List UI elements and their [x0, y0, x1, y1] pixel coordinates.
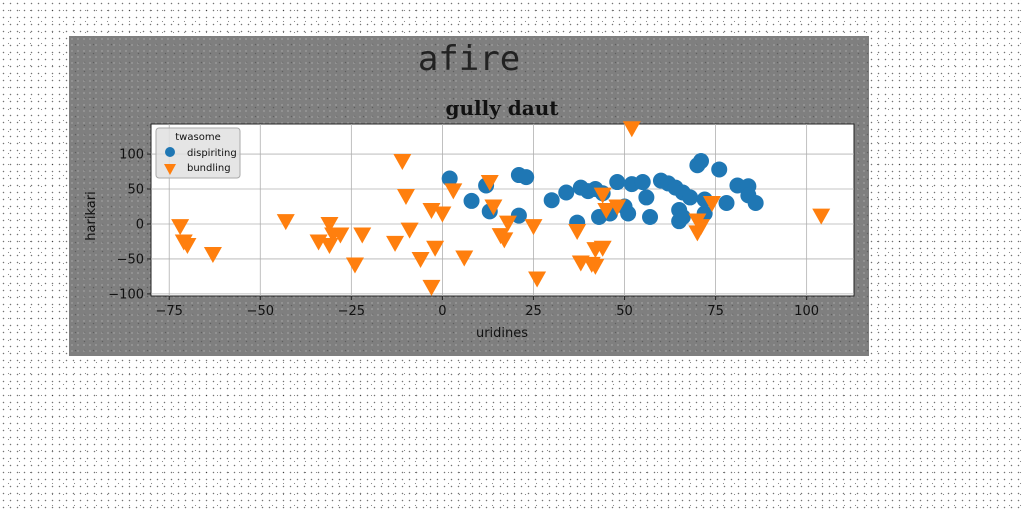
point-bundling	[171, 219, 190, 236]
point-dispiriting	[558, 184, 575, 201]
point-bundling	[586, 258, 605, 275]
point-dispiriting	[634, 174, 651, 191]
legend-label-bundling: bundling	[187, 163, 231, 174]
point-bundling	[396, 189, 415, 206]
y-axis-label: harikari	[84, 191, 99, 240]
point-bundling	[484, 199, 503, 216]
x-tick-label: −50	[247, 304, 274, 319]
point-bundling	[593, 240, 612, 257]
point-dispiriting	[671, 213, 688, 230]
point-bundling	[444, 183, 463, 200]
point-dispiriting	[463, 192, 480, 209]
point-dispiriting	[543, 192, 560, 209]
point-bundling	[320, 216, 339, 233]
point-bundling	[400, 222, 419, 239]
point-dispiriting	[609, 174, 626, 191]
point-bundling	[411, 251, 430, 268]
point-bundling	[597, 203, 616, 219]
point-bundling	[480, 175, 499, 192]
x-tick-label: −25	[338, 304, 365, 319]
legend-title: twasome	[175, 132, 220, 143]
point-bundling	[608, 199, 627, 216]
legend-box	[155, 127, 241, 179]
point-dispiriting	[620, 205, 637, 222]
point-bundling	[386, 235, 405, 252]
point-dispiriting	[642, 208, 659, 225]
x-tick-label: 75	[707, 304, 724, 319]
legend: twasome dispiriting bundling	[155, 127, 241, 179]
x-tick-label: −75	[155, 304, 182, 319]
scatter-chart: afire gully daut −75 −50 −25 0 25 50 75 100 −100…	[84, 39, 855, 341]
point-bundling	[495, 232, 514, 249]
point-bundling	[593, 187, 612, 204]
y-tick-label: 50	[127, 183, 144, 198]
point-dispiriting	[518, 169, 535, 186]
point-bundling	[393, 154, 412, 171]
point-bundling	[812, 208, 831, 225]
point-bundling	[178, 237, 197, 254]
point-bundling	[320, 237, 339, 254]
point-bundling	[524, 219, 543, 236]
x-tick-label: 100	[794, 304, 819, 319]
point-bundling	[455, 250, 474, 267]
point-bundling	[422, 279, 441, 296]
point-dispiriting	[638, 189, 655, 206]
plot-area	[150, 123, 855, 297]
point-bundling	[528, 271, 547, 288]
data-points	[171, 121, 831, 296]
point-bundling	[331, 227, 350, 244]
x-tick-label: 25	[525, 304, 542, 319]
point-bundling	[433, 206, 452, 223]
point-dispiriting	[711, 161, 728, 178]
point-bundling	[426, 240, 445, 257]
y-tick-label: −100	[108, 287, 144, 302]
axes-title: gully daut	[445, 96, 559, 120]
point-dispiriting	[510, 207, 527, 224]
point-bundling	[203, 247, 222, 264]
point-bundling	[353, 227, 372, 244]
point-dispiriting	[441, 170, 458, 187]
point-dispiriting	[718, 195, 735, 212]
point-bundling	[622, 121, 641, 138]
point-bundling	[498, 215, 517, 232]
x-tick-label: 50	[616, 304, 633, 319]
y-tick-label: −50	[117, 252, 144, 267]
y-tick-label: 100	[119, 148, 144, 163]
axis-ticks: −75 −50 −25 0 25 50 75 100 −100 −50 0 50 100	[108, 148, 819, 319]
legend-marker-dispiriting	[165, 147, 175, 157]
x-axis-label: uridines	[476, 326, 528, 341]
point-bundling	[692, 219, 711, 236]
figure-suptitle: afire	[418, 39, 520, 79]
figure-background: afire gully daut −75 −50 −25 0 25 50 75 100 −100…	[69, 36, 869, 356]
point-bundling	[568, 223, 587, 240]
point-dispiriting	[747, 195, 764, 212]
point-bundling	[345, 257, 364, 274]
point-dispiriting	[693, 153, 710, 170]
y-tick-label: 0	[136, 217, 144, 232]
x-tick-label: 0	[438, 304, 446, 319]
point-dispiriting	[682, 189, 699, 206]
legend-label-dispiriting: dispiriting	[187, 148, 237, 159]
point-bundling	[276, 214, 295, 231]
legend-marker-bundling	[164, 164, 176, 175]
point-bundling	[702, 196, 721, 213]
